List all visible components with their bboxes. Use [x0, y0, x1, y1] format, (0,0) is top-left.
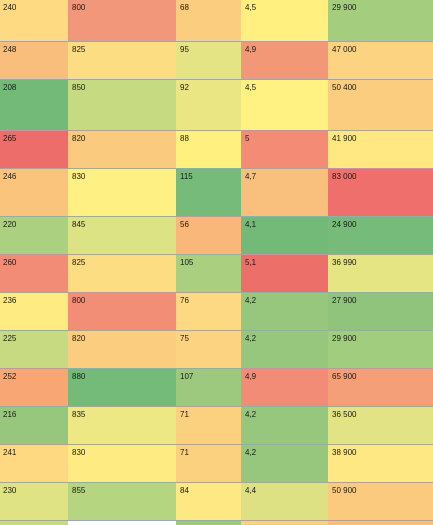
- col-c-cell[interactable]: [176, 521, 241, 525]
- col-c-cell[interactable]: 92: [176, 80, 241, 131]
- col-b-cell[interactable]: 825: [68, 42, 176, 80]
- col-e-cell[interactable]: 41 900: [328, 131, 433, 169]
- col-e-cell[interactable]: 38 900: [328, 445, 433, 483]
- col-b-cell[interactable]: 830: [68, 445, 176, 483]
- col-e-cell[interactable]: 29 900: [328, 0, 433, 42]
- col-c-cell[interactable]: 107: [176, 369, 241, 407]
- col-a-cell[interactable]: 252: [0, 369, 68, 407]
- col-b-cell[interactable]: 850: [68, 80, 176, 131]
- col-e-cell[interactable]: 50 900: [328, 483, 433, 521]
- col-a-cell[interactable]: 240: [0, 0, 68, 42]
- col-d-cell[interactable]: [241, 521, 328, 525]
- col-d-cell[interactable]: 4,5: [241, 80, 328, 131]
- col-d-cell[interactable]: 4,9: [241, 369, 328, 407]
- col-e-cell[interactable]: 65 900: [328, 369, 433, 407]
- col-d-cell[interactable]: 5: [241, 131, 328, 169]
- col-a-cell[interactable]: 216: [0, 407, 68, 445]
- col-c-cell[interactable]: 56: [176, 217, 241, 255]
- col-a-cell[interactable]: 260: [0, 255, 68, 293]
- col-b-cell[interactable]: 835: [68, 407, 176, 445]
- col-b-cell[interactable]: 880: [68, 369, 176, 407]
- col-e-cell[interactable]: 47 000: [328, 42, 433, 80]
- col-c-cell[interactable]: 115: [176, 169, 241, 217]
- col-a-cell[interactable]: 246: [0, 169, 68, 217]
- col-e-cell[interactable]: 50 400: [328, 80, 433, 131]
- col-c-cell[interactable]: 84: [176, 483, 241, 521]
- col-c-cell[interactable]: 95: [176, 42, 241, 80]
- col-a-cell[interactable]: 265: [0, 131, 68, 169]
- col-e-cell[interactable]: 36 990: [328, 255, 433, 293]
- col-a-cell[interactable]: 225: [0, 331, 68, 369]
- col-d-cell[interactable]: 5,1: [241, 255, 328, 293]
- col-b-cell[interactable]: 830: [68, 169, 176, 217]
- col-c-cell[interactable]: 88: [176, 131, 241, 169]
- col-e-cell[interactable]: [328, 521, 433, 525]
- col-a-cell[interactable]: 230: [0, 483, 68, 521]
- col-d-cell[interactable]: 4,1: [241, 217, 328, 255]
- col-c-cell[interactable]: 76: [176, 293, 241, 331]
- col-d-cell[interactable]: 4,2: [241, 293, 328, 331]
- col-d-cell[interactable]: 4,2: [241, 445, 328, 483]
- col-d-cell[interactable]: 4,4: [241, 483, 328, 521]
- col-a-cell[interactable]: [0, 521, 68, 525]
- col-b-cell[interactable]: 800: [68, 0, 176, 42]
- col-a-cell[interactable]: 208: [0, 80, 68, 131]
- col-b-cell[interactable]: 825: [68, 255, 176, 293]
- col-d-cell[interactable]: 4,2: [241, 407, 328, 445]
- col-a-cell[interactable]: 248: [0, 42, 68, 80]
- col-e-cell[interactable]: 29 900: [328, 331, 433, 369]
- col-e-cell[interactable]: 36 500: [328, 407, 433, 445]
- col-b-cell[interactable]: 800: [68, 293, 176, 331]
- col-d-cell[interactable]: 4,5: [241, 0, 328, 42]
- col-e-cell[interactable]: 83 000: [328, 169, 433, 217]
- col-c-cell[interactable]: 68: [176, 0, 241, 42]
- col-d-cell[interactable]: 4,7: [241, 169, 328, 217]
- col-e-cell[interactable]: 27 900: [328, 293, 433, 331]
- col-c-cell[interactable]: 71: [176, 407, 241, 445]
- col-b-cell[interactable]: 820: [68, 131, 176, 169]
- col-b-cell[interactable]: [68, 521, 176, 525]
- col-d-cell[interactable]: 4,2: [241, 331, 328, 369]
- col-b-cell[interactable]: 845: [68, 217, 176, 255]
- col-c-cell[interactable]: 71: [176, 445, 241, 483]
- col-e-cell[interactable]: 24 900: [328, 217, 433, 255]
- col-a-cell[interactable]: 241: [0, 445, 68, 483]
- col-c-cell[interactable]: 75: [176, 331, 241, 369]
- col-b-cell[interactable]: 855: [68, 483, 176, 521]
- col-a-cell[interactable]: 236: [0, 293, 68, 331]
- col-b-cell[interactable]: 820: [68, 331, 176, 369]
- col-c-cell[interactable]: 105: [176, 255, 241, 293]
- col-d-cell[interactable]: 4,9: [241, 42, 328, 80]
- col-a-cell[interactable]: 220: [0, 217, 68, 255]
